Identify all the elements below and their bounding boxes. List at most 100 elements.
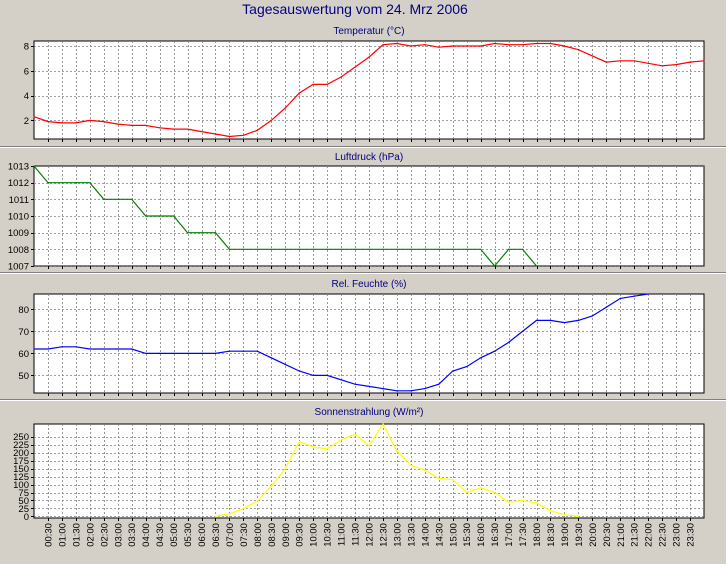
data-point	[535, 502, 538, 504]
data-point	[33, 116, 35, 118]
plot-area	[33, 423, 705, 519]
x-tick-label: 15:30	[462, 523, 473, 547]
data-point	[368, 445, 370, 447]
data-point	[647, 62, 649, 64]
data-point	[131, 198, 133, 200]
x-tick-label: 10:00	[309, 523, 320, 547]
data-point	[452, 370, 454, 372]
data-point	[633, 60, 635, 62]
x-tick-label: 00:30	[44, 523, 55, 547]
data-point	[452, 479, 454, 481]
x-tick-label: 04:30	[155, 523, 166, 547]
data-point	[61, 122, 63, 124]
data-point	[173, 215, 175, 217]
x-tick-label: 09:30	[295, 523, 306, 547]
data-point	[298, 370, 300, 372]
data-point	[466, 366, 468, 368]
y-tick-label: 4	[24, 91, 29, 102]
data-point	[521, 499, 524, 502]
data-point	[256, 129, 258, 131]
data-point	[382, 248, 384, 250]
y-tick-label: 175	[13, 456, 29, 467]
x-tick-label: 07:30	[239, 523, 250, 547]
x-tick-label: 21:00	[616, 523, 627, 547]
plot-area	[33, 165, 705, 267]
x-tick-label: 22:30	[658, 523, 669, 547]
data-point	[438, 477, 440, 479]
data-point	[521, 330, 524, 332]
x-tick-label: 14:00	[420, 523, 431, 547]
x-tick-label: 04:00	[141, 523, 152, 547]
x-tick-label: 02:00	[85, 523, 96, 547]
data-point	[382, 388, 384, 390]
data-point	[452, 45, 454, 47]
data-point	[200, 232, 203, 234]
data-point	[326, 248, 328, 250]
data-point	[159, 127, 161, 129]
y-tick-label: 1009	[8, 228, 29, 239]
y-tick-label: 1008	[8, 245, 29, 256]
y-tick-label: 80	[18, 305, 29, 316]
x-tick-label: 02:30	[99, 523, 110, 547]
data-point	[661, 65, 663, 67]
chart-panel-temperatur-c: Temperatur (°C) 2 4 6 8	[24, 26, 705, 142]
x-tick-label: 07:00	[225, 523, 236, 547]
data-point	[75, 346, 77, 348]
data-point	[480, 45, 482, 47]
data-point	[270, 119, 272, 121]
y-tick-label: 75	[18, 488, 29, 499]
plot-area	[33, 40, 705, 140]
data-point	[145, 215, 147, 217]
data-point	[619, 297, 621, 299]
data-point	[480, 487, 482, 489]
x-tick-label: 13:30	[406, 523, 417, 547]
x-tick-label: 19:00	[560, 523, 571, 547]
data-point	[284, 107, 286, 109]
y-tick-label: 25	[18, 504, 29, 515]
data-point	[173, 128, 175, 130]
y-tick-label: 60	[18, 349, 29, 360]
data-point	[619, 60, 621, 62]
x-tick-label: 10:30	[323, 523, 334, 547]
data-point	[89, 348, 91, 350]
data-point	[33, 348, 35, 350]
data-point	[103, 121, 105, 123]
data-point	[340, 76, 342, 78]
y-tick-label: 70	[18, 327, 29, 338]
data-point	[173, 352, 175, 354]
data-point	[340, 248, 342, 250]
x-tick-label: 09:00	[281, 523, 292, 547]
x-tick-label: 17:30	[518, 523, 529, 547]
data-point	[452, 248, 454, 250]
y-tick-label: 225	[13, 440, 29, 451]
data-point	[47, 182, 49, 184]
data-point	[535, 265, 538, 267]
data-point	[242, 248, 244, 250]
data-point	[563, 514, 566, 516]
x-tick-label: 06:00	[197, 523, 208, 547]
data-point	[424, 469, 426, 471]
data-point	[549, 319, 552, 321]
data-point	[563, 45, 566, 47]
data-point	[340, 379, 342, 381]
data-point	[284, 248, 286, 250]
x-tick-label: 23:30	[686, 523, 697, 547]
page-title: Tagesauswertung vom 24. Mrz 2006	[242, 1, 468, 17]
data-point	[410, 45, 412, 47]
data-point	[131, 124, 133, 126]
data-point	[200, 131, 203, 133]
x-tick-label: 18:00	[532, 523, 543, 547]
data-point	[214, 515, 217, 518]
data-point	[577, 515, 580, 518]
data-point	[368, 56, 370, 58]
y-tick-label: 50	[18, 496, 29, 507]
data-point	[75, 122, 77, 124]
data-point	[382, 44, 384, 46]
data-point	[117, 198, 119, 200]
x-tick-label: 16:30	[490, 523, 501, 547]
data-point	[591, 55, 593, 57]
x-tick-label: 23:00	[672, 523, 683, 547]
data-point	[424, 44, 426, 46]
data-point	[605, 306, 607, 308]
data-point	[382, 423, 384, 425]
